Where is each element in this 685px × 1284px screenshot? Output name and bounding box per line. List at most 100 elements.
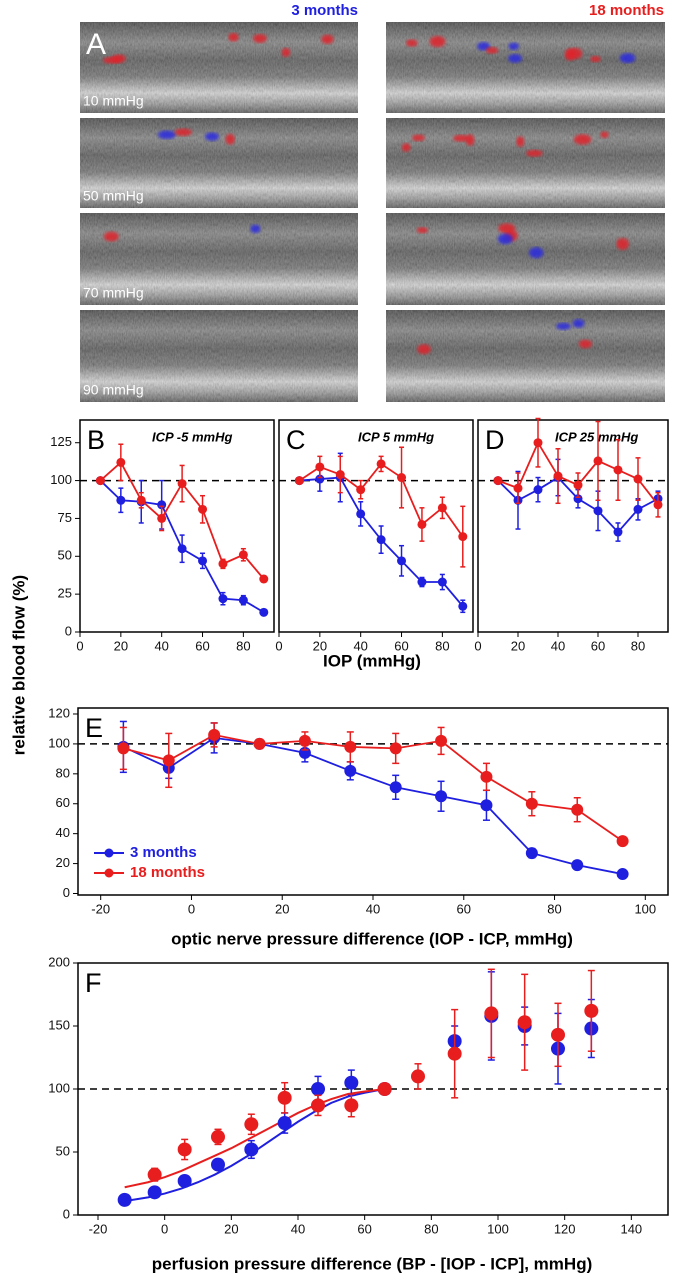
flow-signal: [401, 143, 411, 152]
x-tick-label: 40: [353, 638, 367, 653]
data-point: [356, 509, 366, 519]
flow-signal: [281, 47, 291, 57]
data-point: [397, 556, 407, 566]
flow-signal: [526, 149, 543, 157]
plot-frame: [278, 419, 474, 633]
flow-signal: [157, 130, 176, 140]
data-point: [95, 476, 105, 486]
oct-grain: [80, 213, 358, 305]
data-point: [344, 740, 357, 753]
pressure-label: 90 mmHg: [83, 382, 144, 398]
data-point: [517, 1015, 532, 1030]
flow-signal: [405, 39, 418, 47]
x-tick-label: 20: [511, 638, 525, 653]
data-point: [525, 847, 538, 860]
data-point: [244, 1117, 259, 1132]
y-tick-label: 50: [58, 548, 72, 563]
y-tick-label: 120: [48, 705, 70, 720]
oct-images: 10 mmHg 50 mmHg 70 mmHg 90 mmHg: [80, 22, 665, 402]
data-point: [208, 728, 221, 741]
oct-grain: [386, 213, 665, 305]
data-point: [533, 438, 543, 448]
plot-frame: [79, 419, 275, 633]
data-point: [613, 527, 623, 537]
y-tick-label: 75: [58, 510, 72, 525]
flow-signal: [485, 47, 499, 54]
data-point: [218, 594, 228, 604]
legend-label: 18 months: [130, 864, 205, 881]
x-tick-label: 80: [547, 901, 561, 916]
data-point: [198, 504, 208, 514]
x-tick-label: 60: [195, 638, 209, 653]
data-point: [397, 473, 407, 483]
data-point: [435, 790, 448, 803]
x-tick-label: 80: [435, 638, 449, 653]
flow-signal: [417, 344, 431, 355]
y-tick-label: 100: [48, 735, 70, 750]
oct-grain: [80, 118, 358, 208]
y-tick-label: 0: [65, 623, 72, 638]
data-point: [377, 1082, 392, 1096]
data-point: [162, 754, 175, 767]
y-tick-label: 60: [56, 795, 70, 810]
pressure-label: 10 mmHg: [83, 93, 144, 109]
flow-signal: [465, 134, 475, 146]
y-tick-label: 40: [56, 825, 70, 840]
y-tick-label: 200: [48, 954, 70, 969]
plot-frame: [477, 419, 669, 633]
annotation: ICP 25 mmHg: [555, 429, 638, 444]
data-point: [259, 607, 269, 617]
data-point: [458, 532, 468, 542]
data-point: [653, 500, 663, 510]
series-line: [123, 733, 624, 842]
y-tick-label: 20: [56, 855, 70, 870]
data-point: [344, 1075, 359, 1090]
legend-label: 3 months: [130, 844, 197, 861]
oct-grain: [386, 22, 665, 113]
flow-signal: [572, 319, 585, 328]
data-point: [294, 476, 304, 486]
data-point: [117, 1192, 132, 1207]
x-tick-label: 100: [487, 1221, 509, 1236]
annotation: ICP -5 mmHg: [152, 429, 232, 444]
x-tick-label: 20: [313, 638, 327, 653]
data-point: [177, 544, 187, 554]
data-point: [244, 1142, 259, 1157]
flow-signal: [253, 33, 267, 43]
x-tick-label: -20: [91, 901, 110, 916]
data-point: [458, 601, 468, 611]
oct-grain: [386, 310, 665, 402]
x-tick-label: 20: [224, 1221, 238, 1236]
x-tick-label: 40: [291, 1221, 305, 1236]
data-point: [238, 595, 248, 605]
x-tick-label: 0: [161, 1221, 168, 1236]
data-point: [335, 470, 345, 480]
x-tick-label: 80: [424, 1221, 438, 1236]
data-point: [198, 556, 208, 566]
data-point: [533, 485, 543, 495]
flow-signal: [578, 339, 592, 349]
data-point: [344, 1098, 359, 1113]
data-point: [525, 797, 538, 810]
flow-signal: [573, 134, 592, 145]
panel-label: E: [85, 713, 103, 743]
data-point: [136, 495, 146, 505]
data-point: [493, 476, 503, 486]
pressure-label: 70 mmHg: [83, 285, 144, 301]
data-point: [147, 1167, 162, 1182]
y-tick-label: 100: [48, 1080, 70, 1095]
flow-signal: [321, 34, 334, 44]
data-point: [211, 1129, 225, 1144]
data-point: [435, 734, 448, 747]
x-tick-label: 60: [591, 638, 605, 653]
flow-signal: [508, 54, 522, 63]
data-point: [177, 479, 187, 489]
y-tick-label: 25: [58, 586, 72, 601]
x-tick-label: 80: [631, 638, 645, 653]
x-axis-label: perfusion pressure difference (BP - [IOP…: [152, 1254, 593, 1273]
data-point: [571, 803, 584, 816]
x-tick-label: 40: [154, 638, 168, 653]
flow-signal: [453, 134, 469, 142]
